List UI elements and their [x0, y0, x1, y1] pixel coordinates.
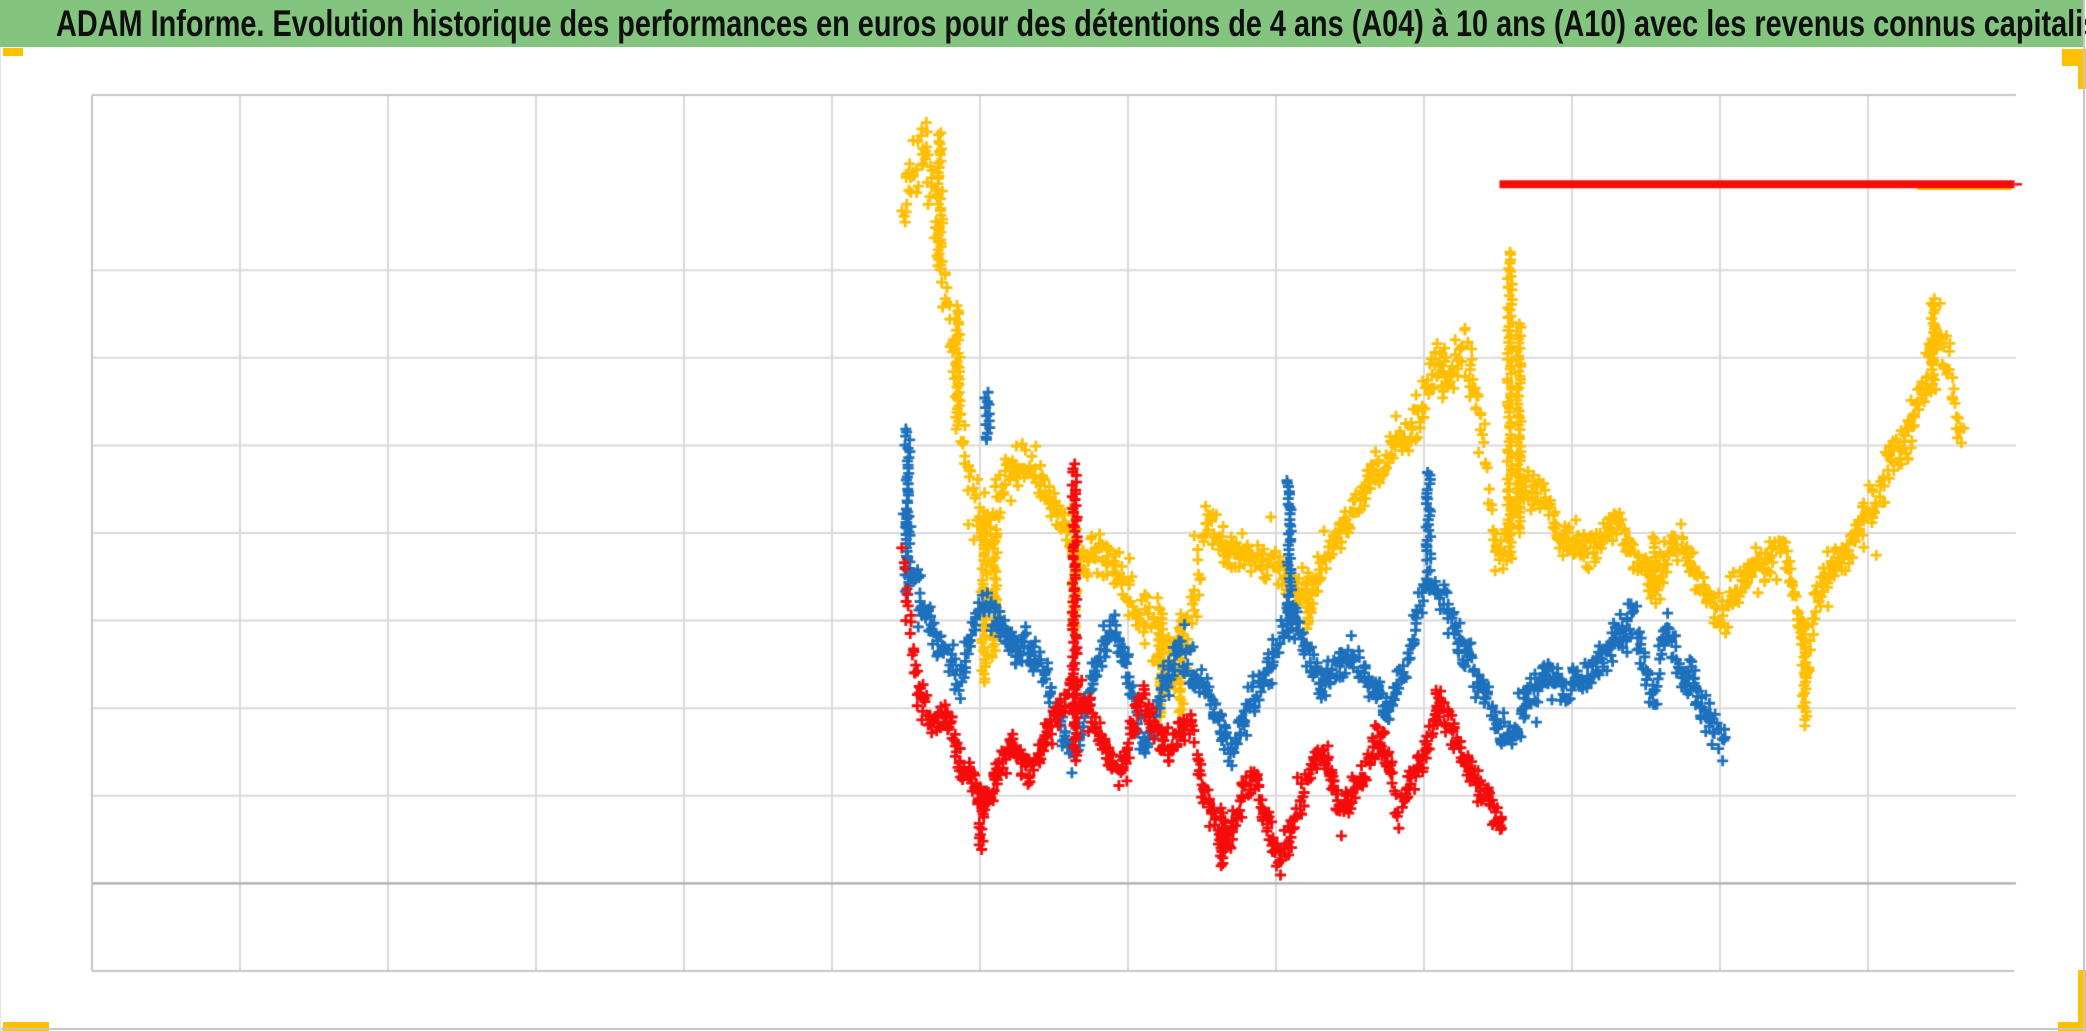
corner-accent-top-right-vertical	[2078, 49, 2086, 89]
frame-border-left	[0, 47, 1, 1031]
corner-accent-top-left	[3, 48, 23, 56]
corner-accent-bottom-right-vertical	[2078, 970, 2086, 1022]
corner-accent-bottom-right-horizontal	[2058, 1022, 2086, 1031]
corner-accent-bottom-left	[3, 1022, 49, 1031]
frame-border-right	[2083, 0, 2085, 1031]
frame-border-bottom	[0, 1028, 2086, 1030]
